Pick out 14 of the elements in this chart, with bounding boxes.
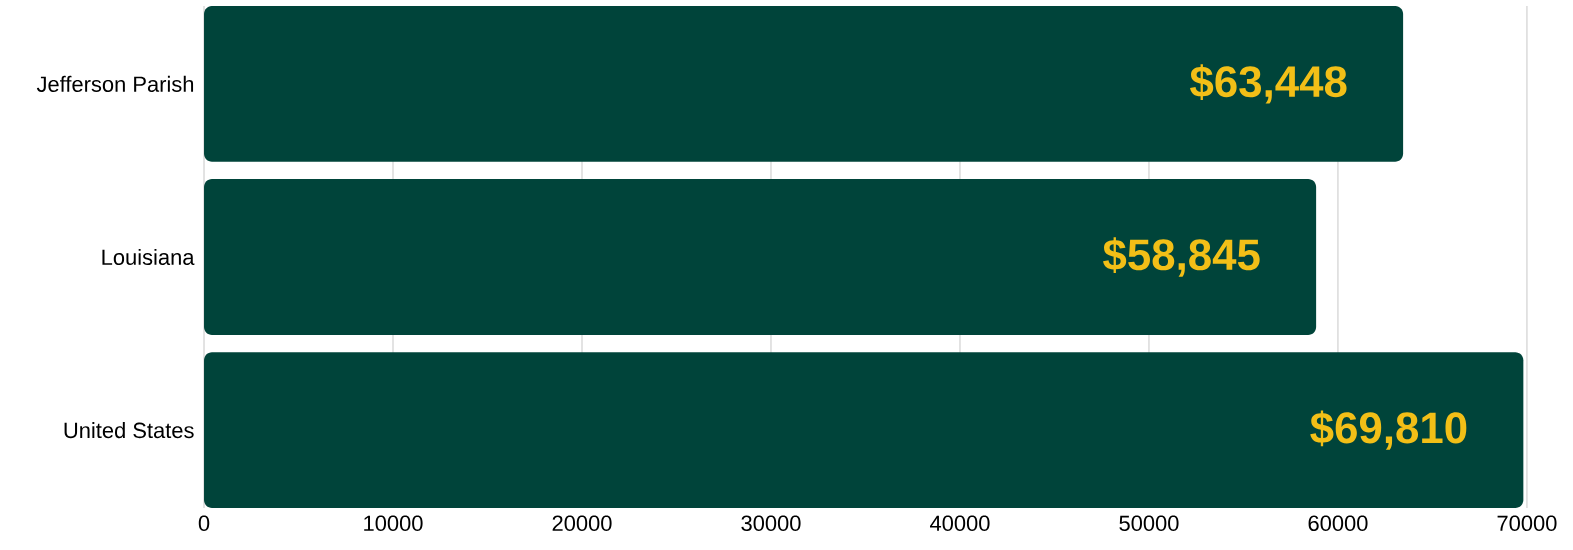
y-tick-label: Jefferson Parish <box>36 75 194 92</box>
data-label: $69,810 <box>1310 410 1467 450</box>
x-tick-label: 60000 <box>1308 515 1368 532</box>
data-label: $58,845 <box>1103 237 1260 277</box>
x-tick-label: 20000 <box>552 515 612 532</box>
x-tick-label: 70000 <box>1497 515 1557 532</box>
data-label: $63,448 <box>1190 64 1347 104</box>
x-tick-label: 10000 <box>364 515 423 532</box>
y-tick-label: United States <box>64 422 194 439</box>
x-tick-label: 30000 <box>741 515 801 532</box>
x-tick-label: 50000 <box>1119 515 1179 532</box>
x-tick-label: 0 <box>198 515 210 532</box>
x-tick-label: 40000 <box>930 515 990 532</box>
y-tick-label: Louisiana <box>102 248 195 266</box>
